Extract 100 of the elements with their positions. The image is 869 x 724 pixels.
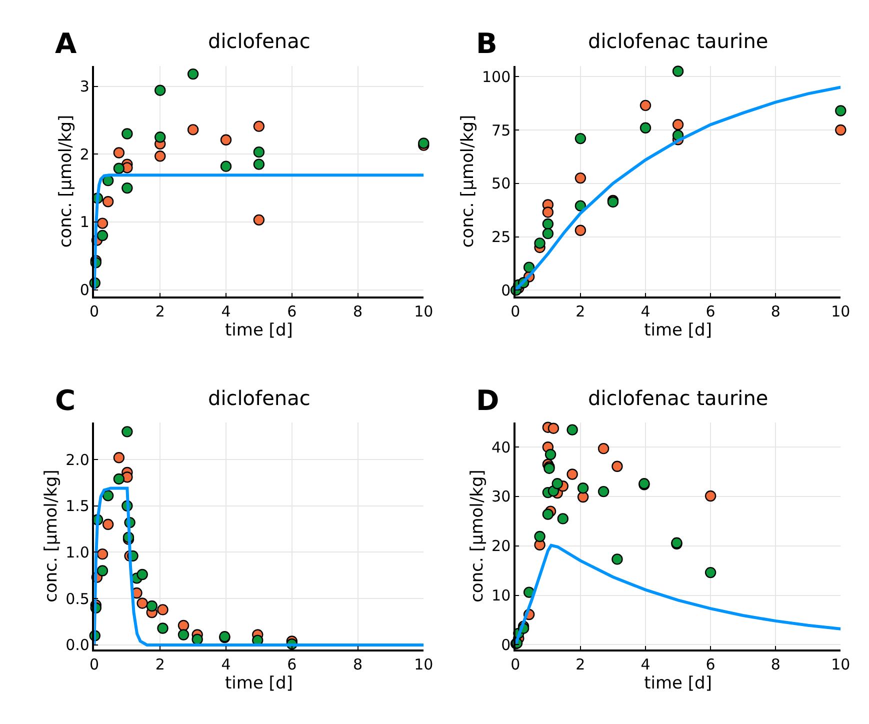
point	[96, 565, 108, 576]
x-tick-label: 2	[576, 655, 586, 674]
x-tick-label: 2	[155, 655, 165, 674]
y-axis-title: conc. [µmol/kg]	[42, 470, 62, 602]
point	[253, 120, 265, 132]
point	[253, 214, 265, 226]
chart-title: diclofenac	[208, 29, 310, 53]
y-tick-label: 0	[80, 281, 90, 300]
x-tick-label: 8	[352, 655, 363, 674]
text: C	[55, 384, 76, 417]
point	[640, 100, 652, 112]
point	[122, 128, 133, 140]
point	[154, 132, 166, 143]
point	[96, 218, 108, 229]
x-tick-label: 2	[155, 302, 165, 320]
point	[574, 224, 586, 236]
point	[534, 530, 546, 542]
point	[122, 182, 133, 194]
y-tick-label: 1.5	[66, 497, 90, 516]
x-tick-label: 10	[831, 302, 850, 320]
point	[577, 491, 589, 503]
point	[113, 452, 125, 464]
x-tick-label: 8	[770, 302, 780, 320]
y-tick-label: 0.5	[66, 590, 90, 608]
y-tick-label: 100	[482, 68, 511, 86]
point	[146, 600, 158, 612]
x-tick-label: 4	[640, 302, 650, 320]
point	[534, 238, 546, 249]
point	[192, 634, 203, 645]
y-tick-label: 0.0	[66, 636, 90, 654]
point	[113, 162, 125, 174]
point	[574, 172, 586, 184]
x-tick-label: 4	[221, 302, 231, 320]
point	[704, 490, 716, 502]
point	[552, 478, 563, 490]
point	[835, 124, 846, 136]
point	[96, 230, 108, 242]
point	[598, 442, 610, 454]
point	[566, 468, 578, 480]
x-tick-label: 10	[414, 302, 434, 320]
point	[542, 218, 554, 230]
point	[253, 158, 265, 170]
point	[220, 134, 232, 146]
x-axis-title: time [d]	[225, 673, 293, 694]
point	[102, 518, 114, 530]
x-tick-label: 6	[706, 655, 716, 674]
y-tick-label: 3	[80, 78, 90, 96]
point	[102, 196, 114, 208]
point	[672, 66, 684, 77]
point	[154, 150, 166, 162]
y-tick-label: 40	[492, 438, 511, 456]
point	[122, 426, 133, 438]
y-tick-label: 50	[492, 174, 511, 193]
point	[113, 147, 125, 158]
y-tick-label: 20	[492, 537, 511, 556]
y-tick-label: 1	[80, 213, 90, 232]
point	[612, 460, 623, 472]
x-tick-label: 2	[576, 302, 586, 320]
y-tick-label: 10	[492, 586, 511, 605]
point	[574, 200, 586, 212]
y-tick-label: 25	[492, 228, 511, 246]
x-tick-label: 10	[414, 655, 434, 674]
y-axis-title: conc. [µmol/kg]	[56, 114, 76, 248]
y-tick-label: 30	[492, 488, 511, 506]
y-tick-label: 2	[80, 145, 90, 164]
point	[96, 548, 108, 560]
text: D	[476, 384, 500, 417]
point	[542, 228, 554, 240]
point	[577, 482, 589, 494]
point	[253, 146, 265, 158]
y-axis-title: conc. [µmol/kg]	[468, 470, 488, 602]
point	[566, 424, 578, 436]
point	[542, 206, 554, 218]
point	[187, 124, 199, 136]
x-tick-label: 4	[640, 655, 650, 674]
point	[102, 490, 114, 502]
x-tick-label: 8	[770, 655, 780, 674]
x-axis-title: time [d]	[644, 673, 712, 694]
point	[154, 84, 166, 96]
chart-title: diclofenac taurine	[588, 29, 768, 53]
y-tick-label: 1.0	[66, 543, 90, 562]
point	[136, 568, 148, 580]
chart-title: diclofenac	[208, 386, 310, 410]
y-tick-label: 0	[501, 636, 511, 654]
x-axis-title: time [d]	[644, 320, 712, 340]
point	[187, 68, 199, 80]
point	[220, 160, 232, 172]
point	[157, 604, 168, 616]
text: B	[476, 27, 498, 60]
point	[574, 132, 586, 144]
point	[178, 620, 190, 632]
point	[157, 622, 168, 634]
point	[835, 105, 846, 116]
y-tick-label: 75	[492, 121, 511, 140]
point	[136, 598, 148, 609]
chart-title: diclofenac taurine	[588, 386, 768, 410]
y-tick-label: 2.0	[66, 450, 90, 469]
x-tick-label: 6	[287, 302, 297, 320]
point	[113, 473, 125, 485]
y-tick-label: 0	[501, 281, 511, 300]
